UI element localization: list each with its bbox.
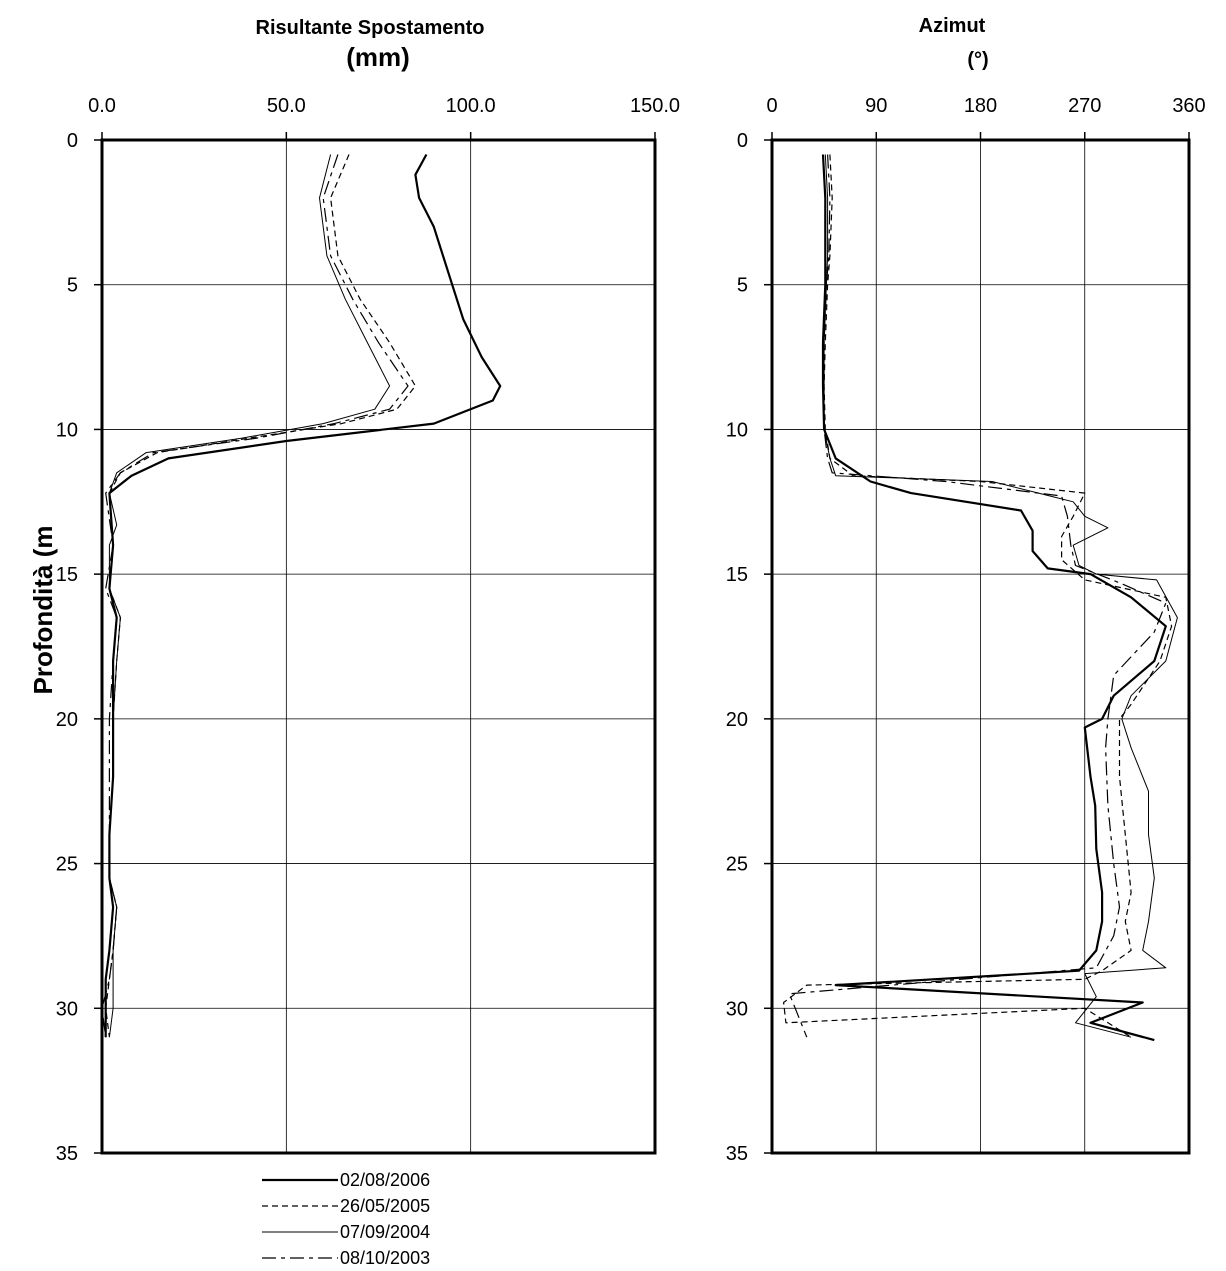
y-tick-label: 5 [67,275,78,297]
x-tick-label: 180 [964,95,997,117]
y-tick-label: 25 [56,854,78,876]
x-tick-label: 360 [1172,95,1205,117]
chart1-title: Risultante Spostamento [256,17,485,39]
chart2-plot-frame [770,138,1191,1155]
y-tick-label: 25 [726,854,748,876]
legend-entry: 02/08/2006 [340,1170,430,1190]
legend-entry: 26/05/2005 [340,1196,430,1216]
chart2-ticks: 0 90 180 270 360 0 5 10 15 20 25 30 35 [726,95,1206,1165]
x-tick-label: 100.0 [446,95,496,117]
x-tick-label: 0 [766,95,777,117]
chart1-plot-frame [100,138,657,1155]
y-tick-label: 10 [726,419,748,441]
chart1-ticks: 0.0 50.0 100.0 150.0 0 5 10 15 20 25 30 35 [56,95,680,1165]
series-line [108,154,391,1038]
legend: 02/08/2006 26/05/2005 07/09/2004 08/10/2003 [262,1170,430,1268]
y-tick-label: 35 [56,1143,78,1165]
y-tick-label: 30 [726,998,748,1020]
series-line [104,153,502,1038]
chart-azimuth: Azimut (°) 0 90 180 270 360 0 5 10 15 20 25 30 35 [726,15,1206,1165]
x-tick-label: 270 [1068,95,1101,117]
y-tick-label: 35 [726,1143,748,1165]
chart2-subtitle: (°) [967,49,988,71]
series-line [821,154,1167,1042]
y-axis-label: Profondità (m [28,526,58,695]
y-tick-label: 20 [726,709,748,731]
legend-entry: 07/09/2004 [340,1222,430,1242]
y-tick-label: 15 [56,564,78,586]
chart2-title: Azimut [919,15,986,37]
series-line [823,154,1178,1038]
y-tick-label: 30 [56,998,78,1020]
y-tick-label: 15 [726,564,748,586]
x-tick-label: 50.0 [267,95,306,117]
x-tick-label: 90 [865,95,887,117]
series-line [783,154,1173,1038]
x-tick-label: 150.0 [630,95,680,117]
chart1-gridlines [101,139,656,1154]
legend-entry: 08/10/2003 [340,1248,430,1268]
series-line [105,154,416,1038]
x-tick-label: 0.0 [88,95,116,117]
y-tick-label: 10 [56,419,78,441]
y-tick-label: 5 [737,275,748,297]
series-line [788,154,1167,1038]
y-tick-label: 20 [56,709,78,731]
y-tick-label: 0 [67,130,78,152]
series-line [101,154,409,1038]
chart-displacement: Risultante Spostamento (mm) Profondità (… [28,17,680,1165]
y-tick-label: 0 [737,130,748,152]
chart1-series [101,153,502,1038]
chart2-series [783,154,1178,1042]
chart1-subtitle: (mm) [346,42,410,72]
